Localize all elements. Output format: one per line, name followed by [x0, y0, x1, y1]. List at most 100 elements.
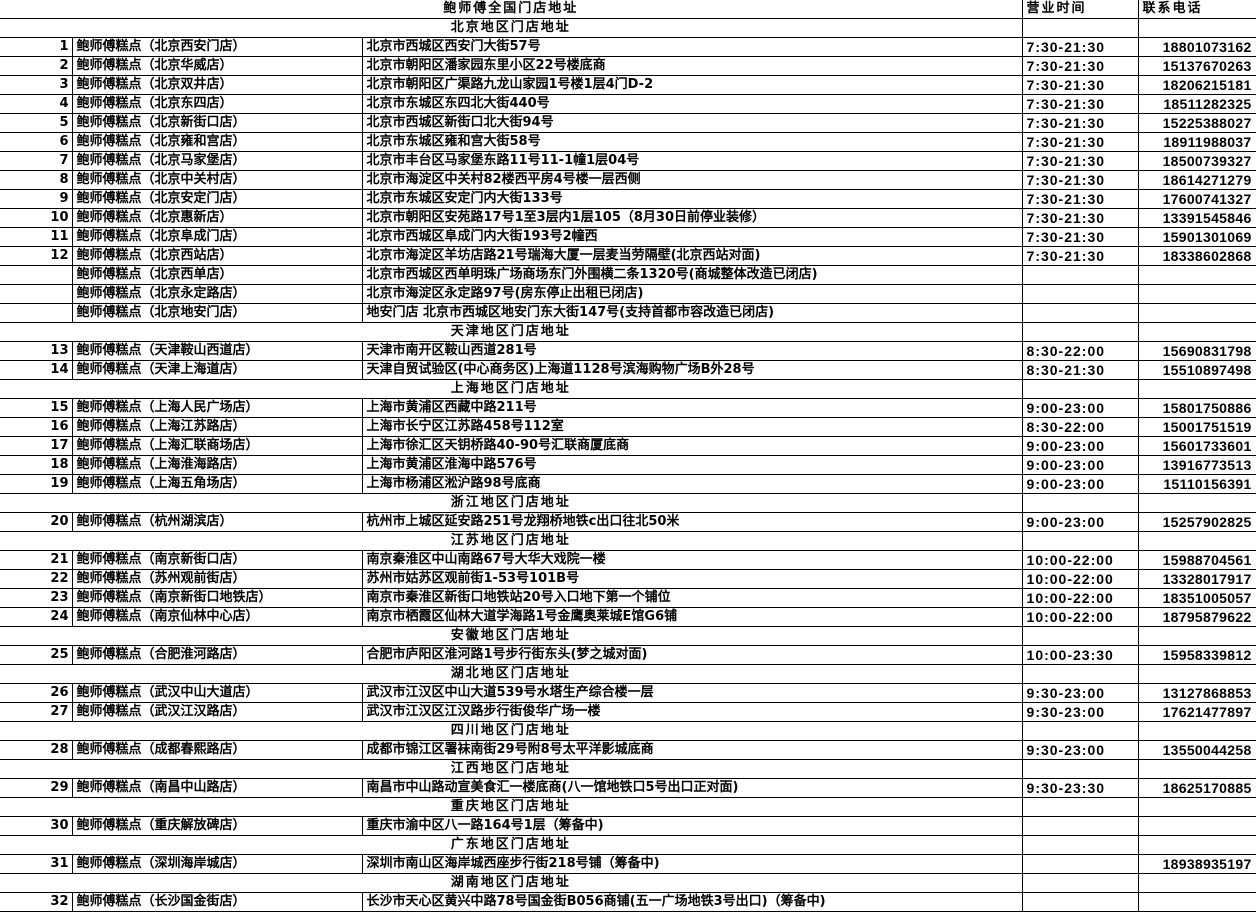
store-address[interactable]: 天津市南开区鞍山西道281号 [361, 341, 1023, 361]
store-address[interactable]: 北京市西城区阜成门内大街193号2幢西 [361, 227, 1023, 247]
store-address[interactable]: 武汉市江汉区江汉路步行街俊华广场一楼 [361, 702, 1023, 722]
store-phone[interactable]: 18801073162 [1137, 37, 1256, 57]
store-hours[interactable]: 9:00-23:00 [1021, 455, 1139, 475]
store-number[interactable]: 26 [0, 683, 73, 703]
region-header[interactable]: 四川地区门店地址 [0, 721, 1023, 741]
store-phone[interactable]: 15601733601 [1137, 436, 1256, 456]
store-phone[interactable]: 15225388027 [1137, 113, 1256, 133]
region-hours-cell[interactable] [1021, 759, 1139, 779]
store-name[interactable]: 鲍师傅糕点（上海五角场店） [71, 474, 363, 494]
store-number[interactable] [0, 284, 73, 304]
store-hours[interactable] [1021, 284, 1139, 304]
store-name[interactable]: 鲍师傅糕点（武汉中山大道店） [71, 683, 363, 703]
store-name[interactable]: 鲍师傅糕点（北京双井店） [71, 75, 363, 95]
store-hours[interactable] [1021, 303, 1139, 323]
store-phone[interactable]: 15958339812 [1137, 645, 1256, 665]
region-header[interactable]: 江苏地区门店地址 [0, 531, 1023, 551]
store-phone[interactable]: 18911988037 [1137, 132, 1256, 152]
store-phone[interactable]: 15690831798 [1137, 341, 1256, 361]
store-number[interactable]: 24 [0, 607, 73, 627]
store-number[interactable]: 2 [0, 56, 73, 76]
store-address[interactable]: 上海市黄浦区淮海中路576号 [361, 455, 1023, 475]
region-phone-cell[interactable] [1137, 759, 1256, 779]
sheet-title[interactable]: 鲍师傅全国门店地址 [0, 0, 1023, 19]
region-phone-cell[interactable] [1137, 873, 1256, 893]
store-hours[interactable]: 8:30-22:00 [1021, 417, 1139, 437]
store-address[interactable]: 北京市海淀区中关村82楼西平房4号楼一层西侧 [361, 170, 1023, 190]
region-hours-cell[interactable] [1021, 664, 1139, 684]
store-address[interactable]: 地安门店 北京市西城区地安门东大街147号(支持首都市容改造已闭店) [361, 303, 1023, 323]
store-phone[interactable] [1137, 816, 1256, 836]
store-name[interactable]: 鲍师傅糕点（北京地安门店） [71, 303, 363, 323]
region-phone-cell[interactable] [1137, 835, 1256, 855]
region-phone-cell[interactable] [1137, 721, 1256, 741]
store-address[interactable]: 南京秦淮区中山南路67号大华大戏院一楼 [361, 550, 1023, 570]
store-phone[interactable]: 18795879622 [1137, 607, 1256, 627]
store-address[interactable]: 北京市海淀区羊坊店路21号瑞海大厦一层麦当劳隔壁(北京西站对面) [361, 246, 1023, 266]
store-number[interactable]: 12 [0, 246, 73, 266]
store-address[interactable]: 北京市朝阳区潘家园东里小区22号楼底商 [361, 56, 1023, 76]
store-name[interactable]: 鲍师傅糕点（北京西站店） [71, 246, 363, 266]
store-name[interactable]: 鲍师傅糕点（苏州观前街店） [71, 569, 363, 589]
region-header[interactable]: 广东地区门店地址 [0, 835, 1023, 855]
store-name[interactable]: 鲍师傅糕点（南京新街口店） [71, 550, 363, 570]
store-phone[interactable]: 15901301069 [1137, 227, 1256, 247]
store-name[interactable]: 鲍师傅糕点（北京华威店） [71, 56, 363, 76]
store-number[interactable]: 15 [0, 398, 73, 418]
phone-column-header[interactable]: 联系电话 [1137, 0, 1256, 19]
store-address[interactable]: 长沙市天心区黄兴中路78号国金街B056商铺(五一广场地铁3号出口)（筹备中) [361, 892, 1023, 912]
store-hours[interactable]: 10:00-22:00 [1021, 607, 1139, 627]
store-phone[interactable]: 13127868853 [1137, 683, 1256, 703]
store-number[interactable]: 4 [0, 94, 73, 114]
store-number[interactable]: 13 [0, 341, 73, 361]
store-address[interactable]: 合肥市庐阳区淮河路1号步行街东头(梦之城对面) [361, 645, 1023, 665]
store-address[interactable]: 北京市丰台区马家堡东路11号11-1幢1层04号 [361, 151, 1023, 171]
region-phone-cell[interactable] [1137, 493, 1256, 513]
store-name[interactable]: 鲍师傅糕点（南京新街口地铁店） [71, 588, 363, 608]
store-hours[interactable]: 8:30-21:30 [1021, 360, 1139, 380]
store-name[interactable]: 鲍师傅糕点（武汉江汉路店） [71, 702, 363, 722]
store-address[interactable]: 北京市朝阳区安苑路17号1至3层内1层105（8月30日前停业装修） [361, 208, 1023, 228]
store-name[interactable]: 鲍师傅糕点（合肥淮河路店） [71, 645, 363, 665]
store-hours[interactable]: 7:30-21:30 [1021, 170, 1139, 190]
store-hours[interactable]: 7:30-21:30 [1021, 37, 1139, 57]
region-phone-cell[interactable] [1137, 322, 1256, 342]
store-address[interactable]: 北京市东城区安定门内大街133号 [361, 189, 1023, 209]
store-name[interactable]: 鲍师傅糕点（北京中关村店） [71, 170, 363, 190]
store-phone[interactable]: 13328017917 [1137, 569, 1256, 589]
region-phone-cell[interactable] [1137, 626, 1256, 646]
store-number[interactable]: 11 [0, 227, 73, 247]
store-name[interactable]: 鲍师傅糕点（天津鞍山西道店） [71, 341, 363, 361]
store-address[interactable]: 上海市杨浦区淞沪路98号底商 [361, 474, 1023, 494]
region-phone-cell[interactable] [1137, 531, 1256, 551]
store-address[interactable]: 上海市黄浦区西藏中路211号 [361, 398, 1023, 418]
store-address[interactable]: 成都市锦江区署袜南街29号附8号太平洋影城底商 [361, 740, 1023, 760]
store-name[interactable]: 鲍师傅糕点（上海淮海路店） [71, 455, 363, 475]
store-number[interactable]: 29 [0, 778, 73, 798]
store-address[interactable]: 南京市秦淮区新街口地铁站20号入口地下第一个铺位 [361, 588, 1023, 608]
region-phone-cell[interactable] [1137, 379, 1256, 399]
store-name[interactable]: 鲍师傅糕点（北京惠新店） [71, 208, 363, 228]
store-phone[interactable]: 18500739327 [1137, 151, 1256, 171]
region-hours-cell[interactable] [1021, 835, 1139, 855]
region-hours-cell[interactable] [1021, 721, 1139, 741]
store-number[interactable]: 21 [0, 550, 73, 570]
store-phone[interactable]: 15988704561 [1137, 550, 1256, 570]
store-address[interactable]: 武汉市江汉区中山大道539号水塔生产综合楼一层 [361, 683, 1023, 703]
store-number[interactable]: 27 [0, 702, 73, 722]
store-hours[interactable]: 7:30-21:30 [1021, 246, 1139, 266]
store-hours[interactable]: 7:30-21:30 [1021, 227, 1139, 247]
store-phone[interactable]: 15257902825 [1137, 512, 1256, 532]
store-number[interactable]: 10 [0, 208, 73, 228]
region-header[interactable]: 湖南地区门店地址 [0, 873, 1023, 893]
store-name[interactable]: 鲍师傅糕点（北京永定路店） [71, 284, 363, 304]
store-phone[interactable]: 18351005057 [1137, 588, 1256, 608]
store-address[interactable]: 杭州市上城区延安路251号龙翔桥地铁c出口往北50米 [361, 512, 1023, 532]
store-hours[interactable]: 10:00-22:00 [1021, 588, 1139, 608]
store-hours[interactable]: 9:00-23:00 [1021, 512, 1139, 532]
store-number[interactable]: 20 [0, 512, 73, 532]
store-phone[interactable] [1137, 303, 1256, 323]
store-number[interactable]: 1 [0, 37, 73, 57]
store-phone[interactable]: 18614271279 [1137, 170, 1256, 190]
store-hours[interactable]: 7:30-21:30 [1021, 56, 1139, 76]
